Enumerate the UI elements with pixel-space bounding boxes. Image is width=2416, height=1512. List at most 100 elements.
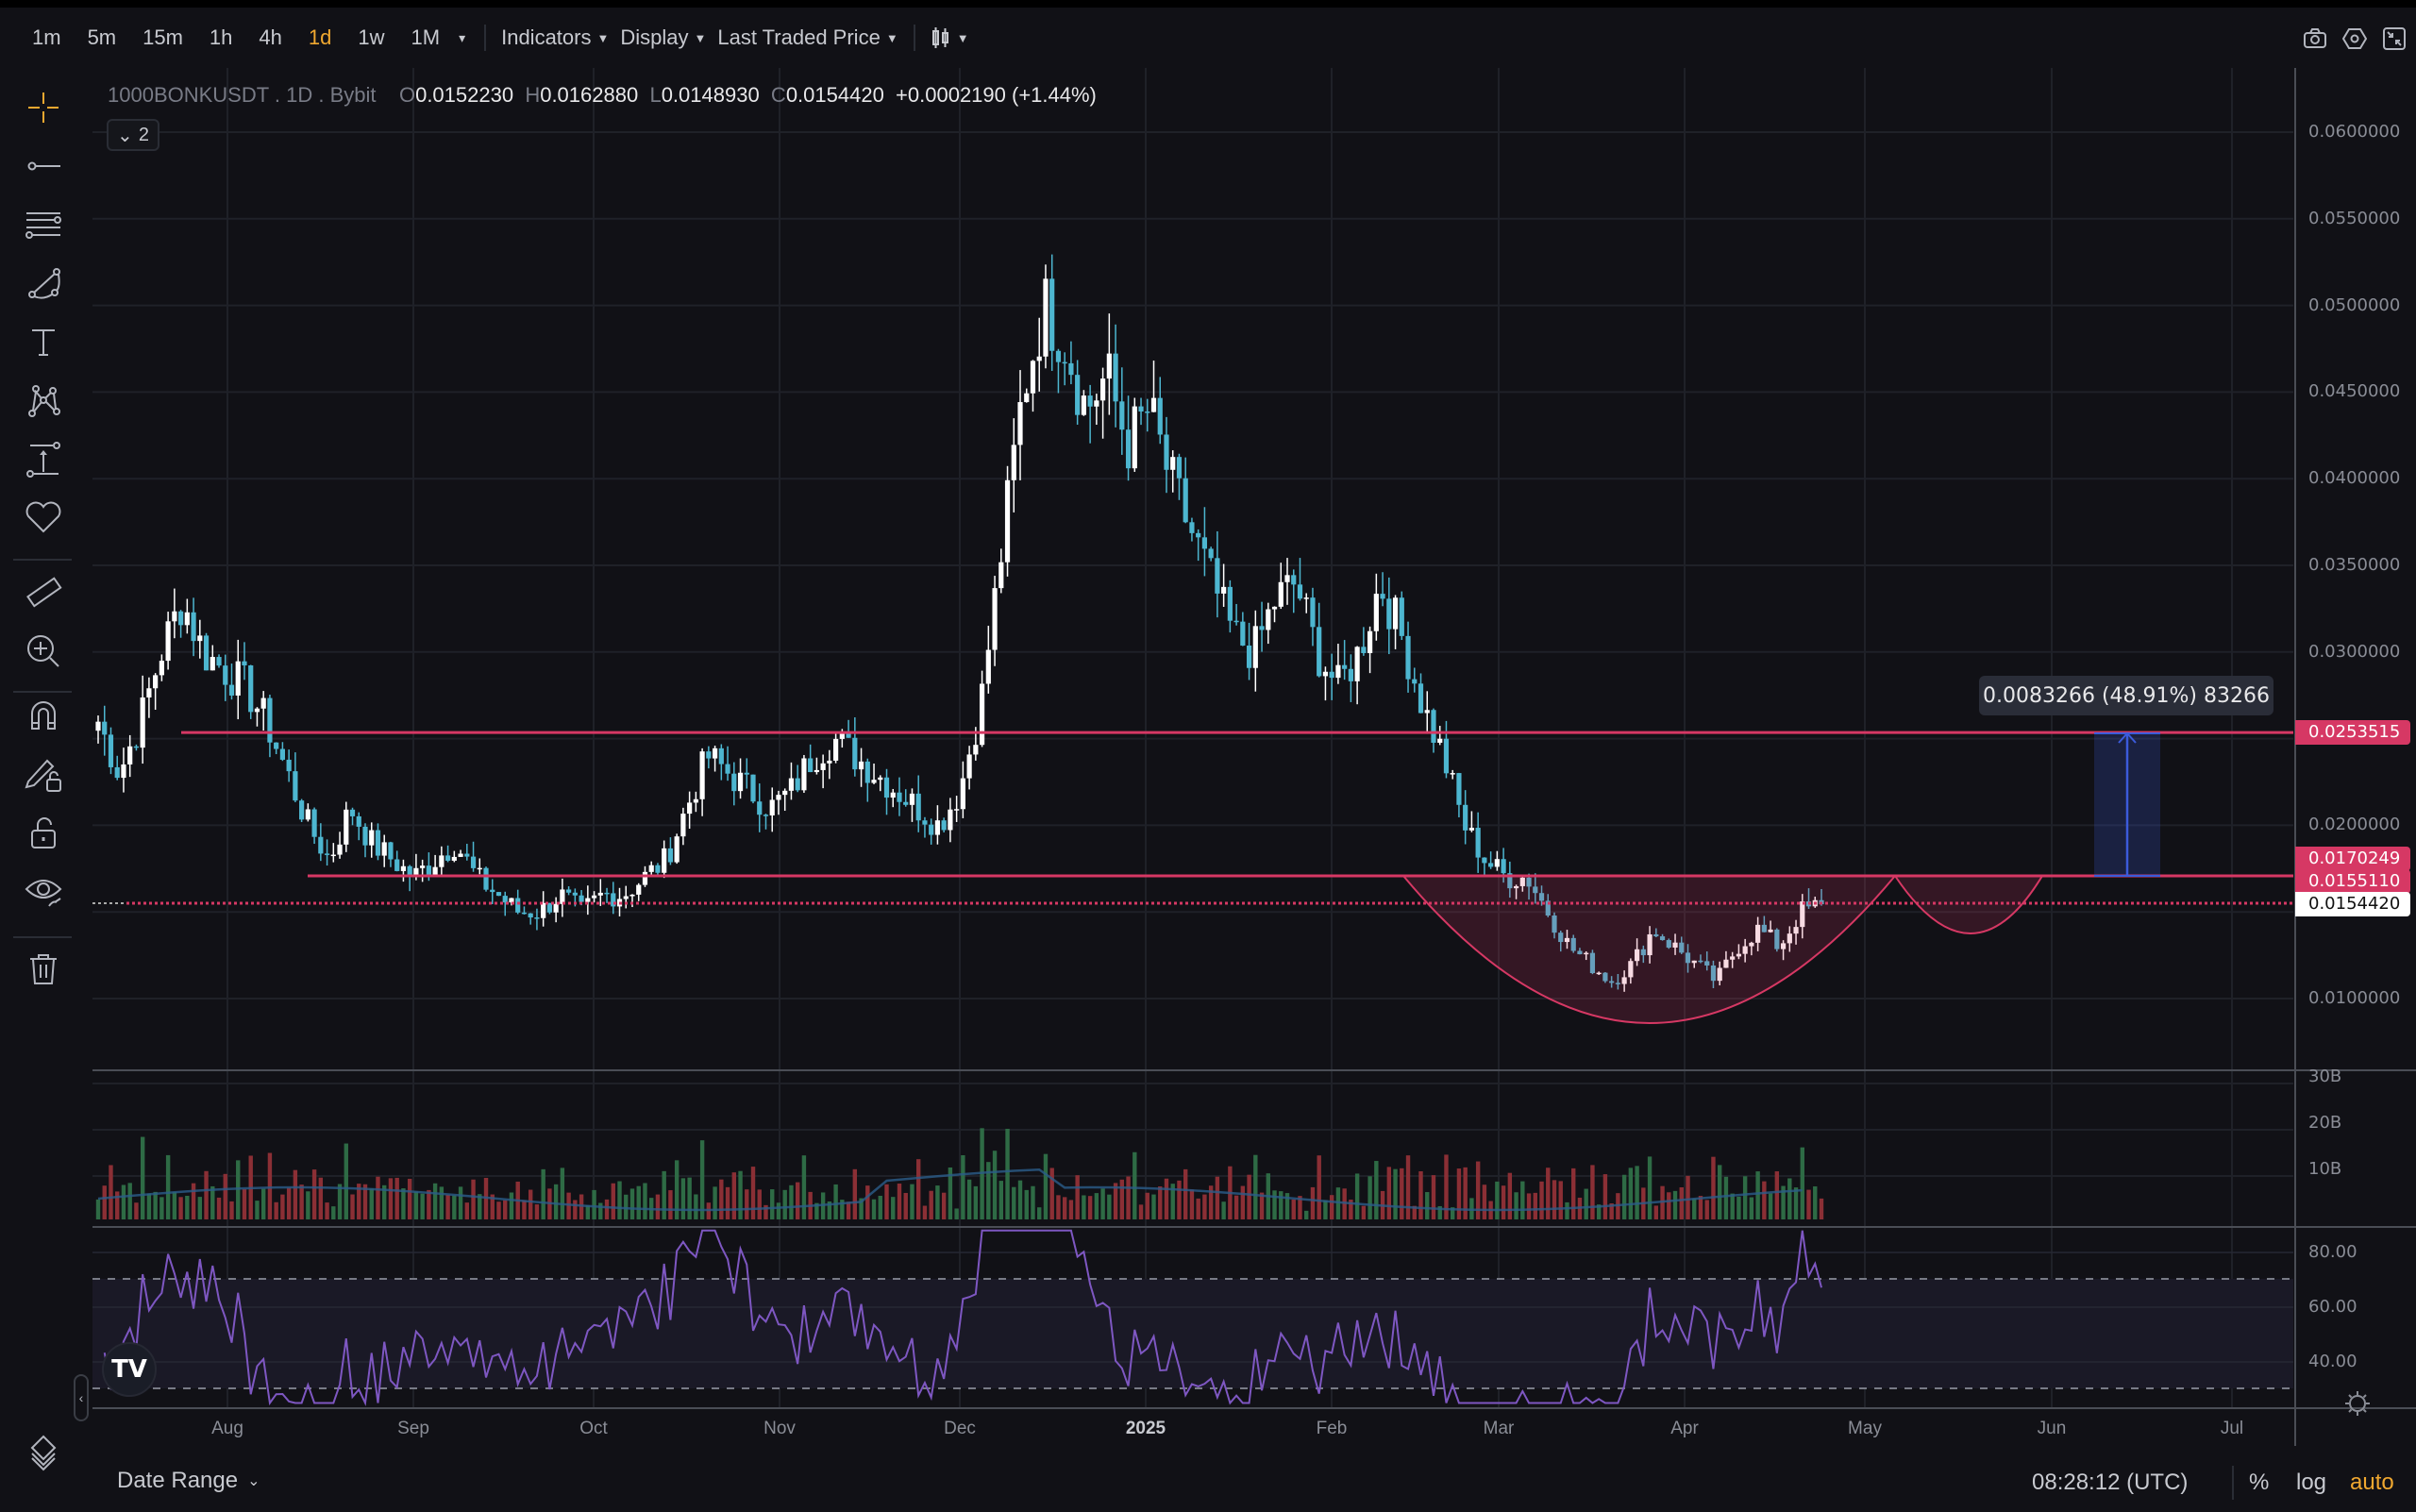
volume-bar [1386,1167,1392,1219]
candle-body [1373,594,1379,631]
volume-bar [178,1197,183,1219]
candle-body [223,665,228,685]
candle-body [515,898,521,913]
volume-bar [528,1189,533,1219]
auto-scale-toggle[interactable]: auto [2350,1470,2394,1495]
last-price-tag: 0.0154420 [2295,892,2410,916]
text-tool[interactable] [21,319,66,364]
chart-type-menu[interactable]: ▼ [925,26,975,49]
timeframe-1w[interactable]: 1w [358,25,385,49]
magnet-tool[interactable] [21,693,66,738]
volume-bar [1043,1153,1049,1219]
candle-body [966,754,972,779]
crosshair-tool[interactable] [21,85,66,130]
hide-drawings-tool[interactable] [21,868,66,914]
volume-bar [1298,1196,1302,1219]
percent-scale-toggle[interactable]: % [2249,1470,2270,1495]
price-chart[interactable] [87,68,2416,1446]
candle-body [998,562,1004,589]
chevron-down-icon: ▼ [596,30,610,45]
volume-bar [1418,1170,1423,1219]
timeframe-1M[interactable]: 1M [411,25,441,49]
volume-bar [1158,1186,1163,1219]
candle-body [1227,586,1233,621]
candle-body [572,892,578,896]
volume-bar [331,1206,336,1219]
timeframe-15m[interactable]: 15m [143,25,183,49]
more-timeframes-caret[interactable]: ▾ [459,29,466,45]
volume-bar [1672,1190,1678,1219]
volume-bar [1590,1165,1595,1219]
log-scale-toggle[interactable]: log [2296,1470,2327,1495]
time-axis-label: Mar [1483,1419,1515,1438]
candle-body [133,746,140,748]
ruler-tool[interactable] [21,570,66,615]
volume-bar [1653,1205,1659,1219]
timeframe-1m[interactable]: 1m [32,25,61,49]
price-source-menu[interactable]: Last Traded Price ▼ [712,25,903,50]
date-range-button[interactable]: Date Range ⌄ [117,1468,260,1494]
candle-body [846,732,851,738]
timeframe-4h[interactable]: 4h [259,25,282,49]
candle-body [279,748,286,760]
crosshair-icon [28,92,59,123]
volume-bar [439,1186,445,1219]
fullscreen-exit-icon[interactable] [2382,26,2407,51]
indicator-collapse-button[interactable]: ⌄ 2 [107,119,159,151]
indicators-menu[interactable]: Indicators ▼ [495,25,614,50]
trend-line-tool[interactable] [21,143,66,189]
volume-bar [935,1185,940,1219]
high-value: 0.0162880 [540,83,639,107]
layers-tool[interactable] [21,1429,66,1474]
lock-tool[interactable] [21,810,66,855]
sun-settings-icon [2345,1391,2370,1416]
volume-bar [267,1152,273,1219]
pattern-tool[interactable] [21,378,66,423]
settings-icon[interactable] [2341,26,2368,51]
axis-settings-button[interactable] [2343,1389,2372,1422]
brush-tool[interactable] [21,260,66,306]
pattern-icon [28,385,60,417]
delete-tool[interactable] [21,946,66,991]
camera-icon[interactable] [2303,26,2327,51]
tradingview-logo[interactable]: TV [102,1342,157,1397]
volume-bar [1621,1174,1627,1219]
volume-bar [1253,1154,1258,1219]
candle-body [1730,956,1736,960]
candle-body [165,621,171,662]
volume-bar [903,1192,908,1219]
volume-bar [1233,1195,1239,1219]
timeframe-1d[interactable]: 1d [308,25,332,49]
lock-drawing-tool[interactable] [21,751,66,797]
scroll-left-handle[interactable]: ‹ [74,1374,89,1421]
favorites-tool[interactable] [21,495,66,540]
display-menu[interactable]: Display ▼ [614,25,712,50]
candle-body [827,760,832,764]
utc-clock[interactable]: 08:28:12 (UTC) [2032,1470,2189,1495]
timeframe-5m[interactable]: 5m [87,25,117,49]
candle-body [1679,942,1685,953]
candle-body [1303,597,1309,599]
volume-bar [134,1202,139,1219]
candle-body [1621,977,1627,984]
candle-body [941,820,947,831]
candle-body [1259,626,1265,630]
candle-body [451,856,457,861]
volume-bar [998,1181,1003,1219]
candle-body [1533,886,1538,894]
volume-bar [427,1189,431,1219]
volume-bar [1609,1202,1614,1219]
candle-body [102,721,108,735]
candle-body [973,745,979,755]
symbol-label[interactable]: 1000BONKUSDT . 1D . Bybit [108,83,377,107]
volume-bar [814,1202,819,1219]
zoom-tool[interactable] [21,629,66,674]
candle-body [426,865,431,875]
fib-tool[interactable] [21,202,66,247]
measure-tool[interactable] [21,436,66,481]
volume-bar [852,1168,858,1219]
timeframe-1h[interactable]: 1h [209,25,233,49]
candle-body [1354,647,1360,681]
candle-body [318,836,324,854]
volume-bar [127,1183,132,1219]
